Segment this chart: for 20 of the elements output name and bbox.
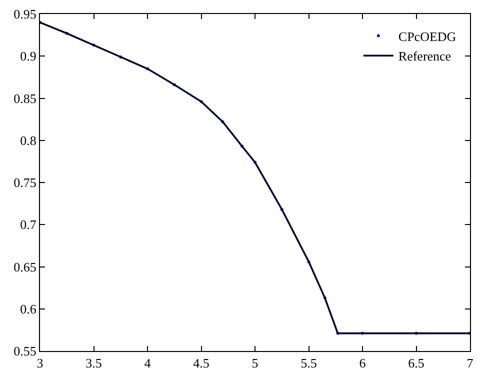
y-tick-label: 0.9 — [20, 48, 36, 64]
x-tick-label: 3.5 — [86, 356, 102, 371]
y-tick-label: 0.8 — [20, 132, 36, 148]
y-tick-label: 0.75 — [14, 175, 36, 190]
x-tick-label: 6 — [359, 356, 366, 371]
x-tick-label: 3 — [36, 356, 44, 371]
y-tick-label: 0.7 — [20, 217, 37, 232]
y-tick-label: 0.55 — [14, 344, 36, 359]
x-tick-label: 4.5 — [193, 356, 210, 371]
legend-label: Reference — [398, 48, 452, 64]
x-tick-label: 4 — [144, 356, 152, 371]
x-tick-label: 5.5 — [300, 356, 317, 371]
x-tick-label: 5 — [252, 356, 258, 371]
y-tick-label: 0.95 — [14, 6, 36, 22]
x-tick-label: 7 — [466, 356, 474, 371]
y-tick-label: 0.6 — [20, 301, 37, 316]
legend-label: CPcOEDG — [398, 28, 456, 44]
y-tick-label: 0.85 — [14, 90, 36, 106]
x-tick-label: 6.5 — [408, 356, 424, 371]
y-tick-label: 0.65 — [14, 259, 36, 274]
